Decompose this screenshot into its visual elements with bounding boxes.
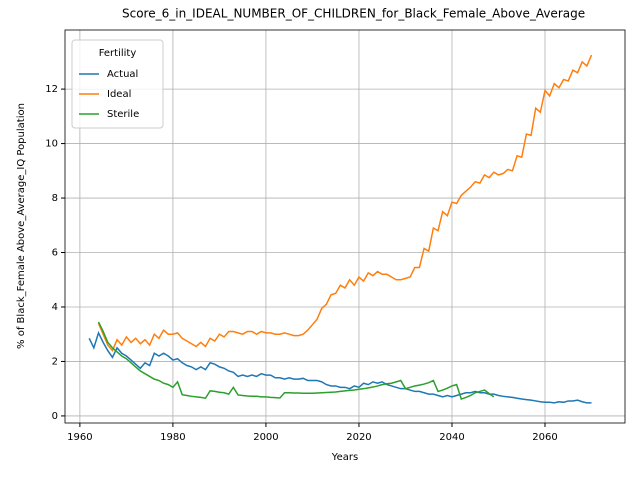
line-series [88, 330, 592, 404]
legend-label: Sterile [107, 109, 139, 120]
x-tick-label: 2000 [253, 432, 278, 443]
y-tick-label: 0 [52, 411, 58, 422]
y-tick-label: 8 [52, 193, 58, 204]
x-tick-label: 2040 [439, 432, 464, 443]
x-axis-label: Years [331, 452, 358, 463]
plot-frame [64, 29, 626, 424]
x-tick-label: 2060 [532, 432, 557, 443]
y-tick-label: 12 [45, 84, 58, 95]
line-series [97, 321, 495, 400]
y-tick-label: 2 [52, 356, 58, 367]
y-tick-label: 4 [52, 302, 58, 313]
y-tick-label: 6 [52, 248, 58, 259]
line-series [97, 54, 593, 352]
legend-title: Fertility [99, 48, 137, 59]
x-tick-label: 1960 [67, 432, 92, 443]
chart-title: Score_6_in_IDEAL_NUMBER_OF_CHILDREN_for_… [122, 7, 585, 21]
legend-box [71, 39, 164, 129]
x-tick-label: 2020 [346, 432, 371, 443]
legend-label: Actual [107, 69, 138, 80]
x-tick-label: 1980 [160, 432, 185, 443]
y-axis-label: % of Black_Female Above_Average_IQ Popul… [16, 103, 27, 349]
legend-label: Ideal [107, 89, 131, 100]
y-tick-label: 10 [45, 139, 58, 150]
